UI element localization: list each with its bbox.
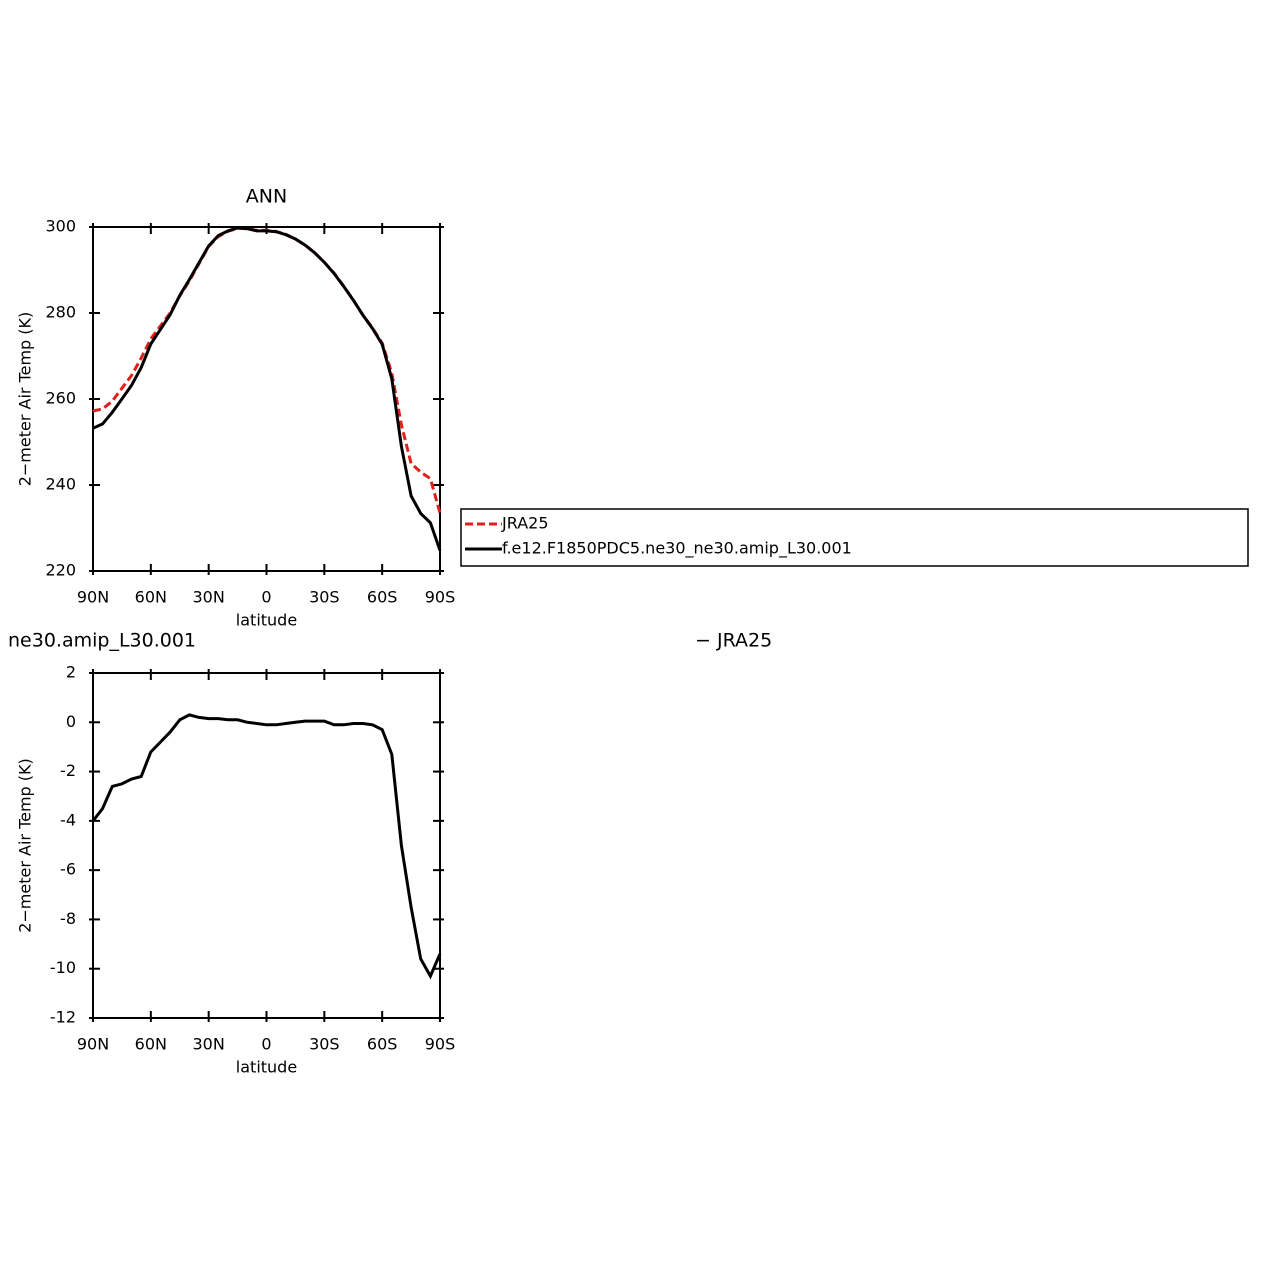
x-tick-label: 60N [135,1035,167,1054]
y-tick-label: -4 [60,810,76,829]
data-line [91,713,442,980]
data-line [92,226,442,551]
x-tick-label: 30S [309,588,340,607]
y-tick-label: -10 [50,958,76,977]
data-line [92,226,442,514]
x-axis-label: latitude [236,611,297,630]
x-tick-label: 60S [367,1035,398,1054]
x-tick-label: 0 [261,1035,271,1054]
y-tick-label: -8 [60,909,76,928]
x-tick-label: 30N [193,1035,225,1054]
legend-label: JRA25 [501,514,549,533]
x-tick-label: 90S [425,588,456,607]
x-tick-label: 90S [425,1035,456,1054]
x-tick-label: 90N [77,1035,109,1054]
y-tick-label: 240 [45,475,76,494]
legend-label: f.e12.F1850PDC5.ne30_ne30.amip_L30.001 [502,539,852,559]
y-tick-label: 2 [66,663,76,682]
x-tick-label: 60S [367,588,398,607]
x-axis-label: latitude [236,1058,297,1077]
y-tick-label: 260 [45,389,76,408]
y-axis-label: 2−meter Air Temp (K) [16,312,35,487]
x-tick-label: 60N [135,588,167,607]
chart-title-right: − JRA25 [695,630,772,652]
legend-box [460,508,1249,567]
y-tick-label: -2 [60,761,76,780]
y-tick-label: -6 [60,860,76,879]
y-tick-label: 220 [45,561,76,580]
x-tick-label: 0 [261,588,271,607]
y-tick-label: -12 [50,1008,76,1027]
y-tick-label: 300 [45,217,76,236]
chart-title-left: ne30.amip_L30.001 [8,630,196,652]
y-tick-label: 280 [45,303,76,322]
x-tick-label: 30S [309,1035,340,1054]
plot-frame [92,226,441,572]
y-axis-label: 2−meter Air Temp (K) [16,758,35,933]
chart-title: ANN [246,186,287,208]
y-tick-label: 0 [66,712,76,731]
x-tick-label: 30N [193,588,225,607]
x-tick-label: 90N [77,588,109,607]
